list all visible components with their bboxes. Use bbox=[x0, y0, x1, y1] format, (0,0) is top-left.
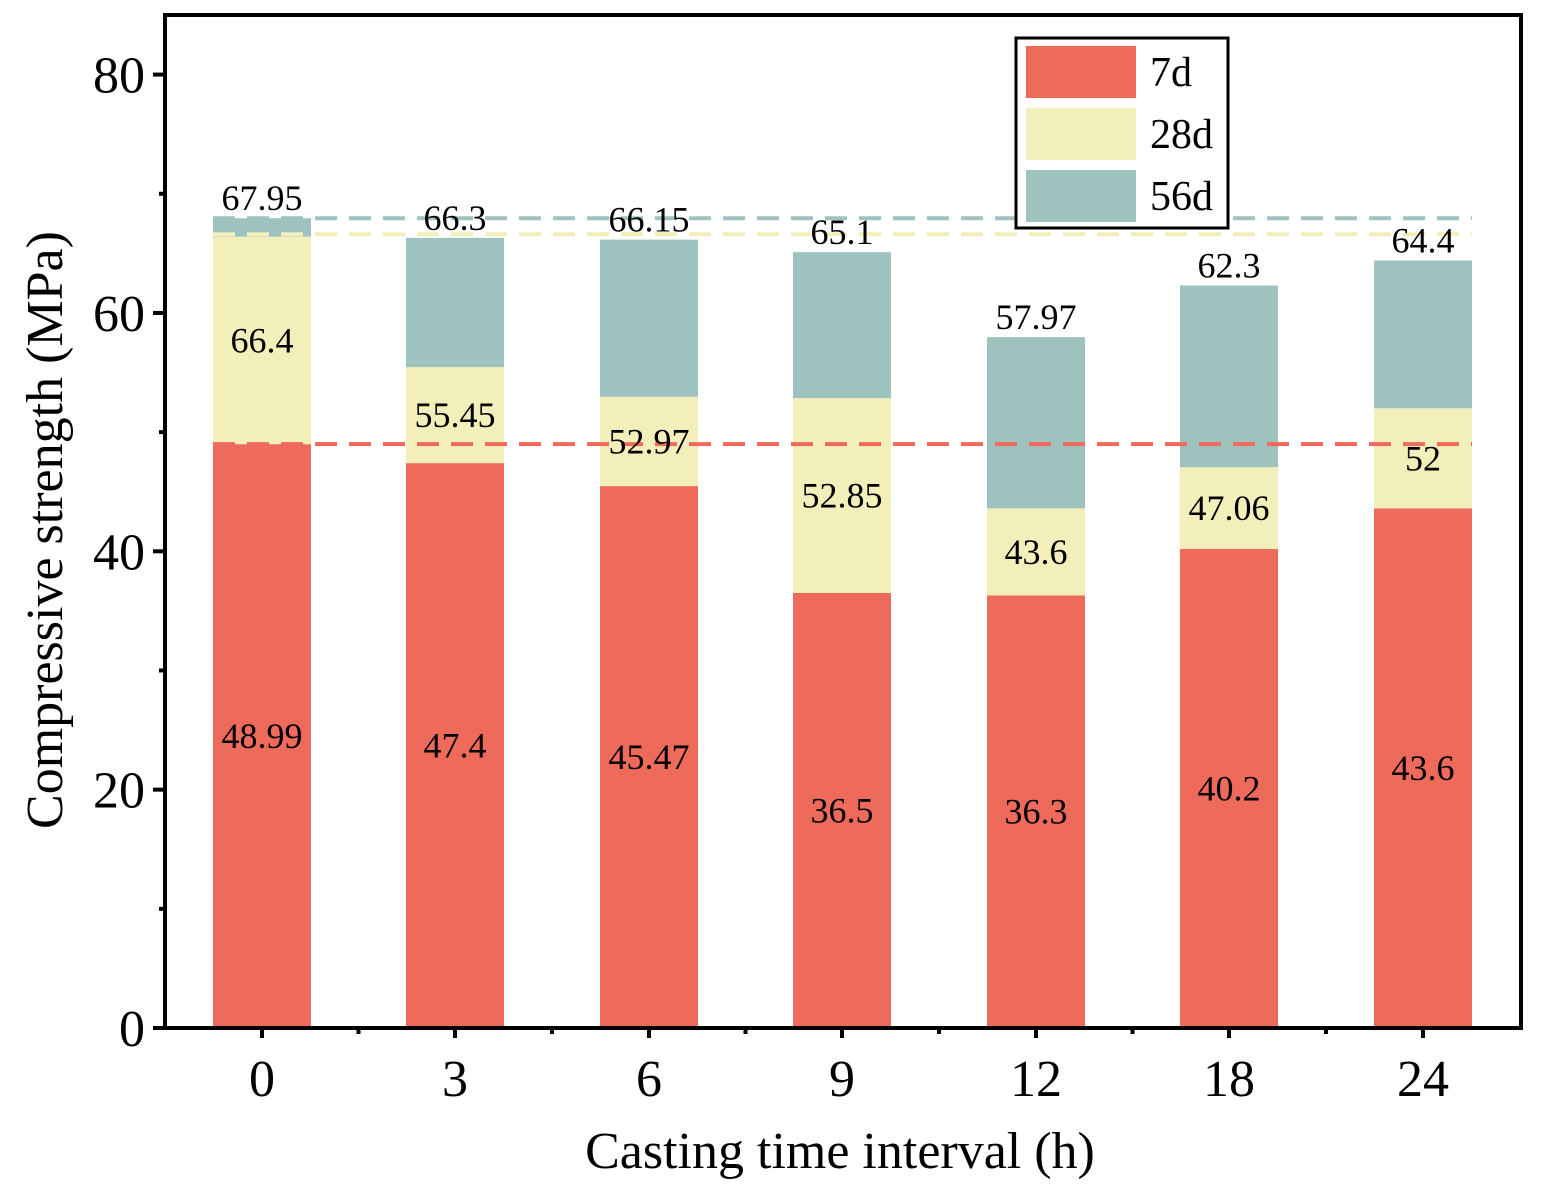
bar-7d-24 bbox=[1374, 508, 1472, 1028]
y-tick-label: 20 bbox=[93, 763, 145, 820]
bar-28d-24 bbox=[1374, 408, 1472, 509]
data-label-28d-9: 52.85 bbox=[802, 476, 883, 516]
bar-7d-3 bbox=[406, 463, 504, 1028]
bar-56d-12 bbox=[987, 337, 1085, 509]
bar-28d-12 bbox=[987, 508, 1085, 596]
data-label-28d-12: 43.6 bbox=[1005, 532, 1068, 572]
x-axis-title: Casting time interval (h) bbox=[585, 1123, 1095, 1180]
data-label-7d-0: 48.99 bbox=[222, 716, 303, 756]
legend-label-7d: 7d bbox=[1150, 50, 1192, 96]
data-label-7d-6: 45.47 bbox=[609, 737, 690, 777]
data-label-7d-24: 43.6 bbox=[1392, 748, 1455, 788]
data-label-28d-3: 55.45 bbox=[415, 395, 496, 435]
reference-lines bbox=[213, 216, 1472, 447]
bar-7d-18 bbox=[1180, 548, 1278, 1028]
bar-56d-0 bbox=[213, 218, 311, 237]
x-tick-label: 18 bbox=[1203, 1051, 1255, 1108]
bar-28d-3 bbox=[406, 367, 504, 464]
x-tick-label: 12 bbox=[1010, 1051, 1062, 1108]
bar-7d-0 bbox=[213, 444, 311, 1028]
data-label-7d-18: 40.2 bbox=[1198, 768, 1261, 808]
axes: 0 20 40 60 80 0 3 6 9 12 18 24 bbox=[93, 13, 1523, 1108]
bar-56d-9 bbox=[793, 252, 891, 399]
legend-label-28d: 28d bbox=[1150, 112, 1213, 158]
bar-56d-6 bbox=[600, 239, 698, 397]
data-label-28d-0: 66.4 bbox=[231, 320, 294, 360]
bar-7d-9 bbox=[793, 593, 891, 1028]
y-tick-label: 0 bbox=[119, 1001, 145, 1058]
legend-swatch-7d bbox=[1026, 46, 1136, 98]
plot-area bbox=[213, 218, 1472, 1028]
bar-7d-12 bbox=[987, 595, 1085, 1028]
legend: 7d 28d 56d bbox=[1014, 36, 1230, 230]
x-tick-label: 9 bbox=[829, 1051, 855, 1108]
data-label-56d-9: 65.1 bbox=[811, 212, 874, 252]
data-label-7d-3: 47.4 bbox=[424, 726, 487, 766]
data-label-7d-9: 36.5 bbox=[811, 791, 874, 831]
bar-7d-6 bbox=[600, 486, 698, 1028]
bar-28d-18 bbox=[1180, 467, 1278, 549]
data-label-28d-6: 52.97 bbox=[609, 421, 690, 461]
data-label-28d-18: 47.06 bbox=[1189, 488, 1270, 528]
legend-label-56d: 56d bbox=[1150, 174, 1213, 220]
bar-56d-18 bbox=[1180, 285, 1278, 468]
bar-56d-3 bbox=[406, 237, 504, 368]
value-labels: 48.99 66.4 67.95 47.4 55.45 66.3 45.47 52.97 66.… bbox=[222, 178, 1455, 831]
x-tick-label: 3 bbox=[442, 1051, 468, 1108]
data-label-56d-6: 66.15 bbox=[609, 200, 690, 240]
bar-28d-6 bbox=[600, 396, 698, 487]
data-label-56d-12: 57.97 bbox=[996, 297, 1077, 337]
legend-swatch-28d bbox=[1026, 108, 1136, 160]
y-tick-label: 80 bbox=[93, 48, 145, 105]
y-tick-label: 40 bbox=[93, 524, 145, 581]
y-axis-title: Compressive strength (MPa) bbox=[17, 231, 74, 829]
bar-56d-24 bbox=[1374, 260, 1472, 409]
data-label-56d-0: 67.95 bbox=[222, 178, 303, 218]
data-label-7d-12: 36.3 bbox=[1005, 792, 1068, 832]
x-tick-label: 24 bbox=[1397, 1051, 1449, 1108]
data-label-56d-18: 62.3 bbox=[1198, 246, 1261, 286]
bar-28d-9 bbox=[793, 398, 891, 594]
data-label-56d-24: 64.4 bbox=[1392, 221, 1455, 261]
data-label-56d-3: 66.3 bbox=[424, 198, 487, 238]
legend-swatch-56d bbox=[1026, 170, 1136, 222]
bar-28d-0 bbox=[213, 236, 311, 445]
data-label-28d-24: 52 bbox=[1405, 438, 1441, 478]
y-tick-label: 60 bbox=[93, 286, 145, 343]
x-tick-label: 6 bbox=[636, 1051, 662, 1108]
x-tick-label: 0 bbox=[249, 1051, 275, 1108]
